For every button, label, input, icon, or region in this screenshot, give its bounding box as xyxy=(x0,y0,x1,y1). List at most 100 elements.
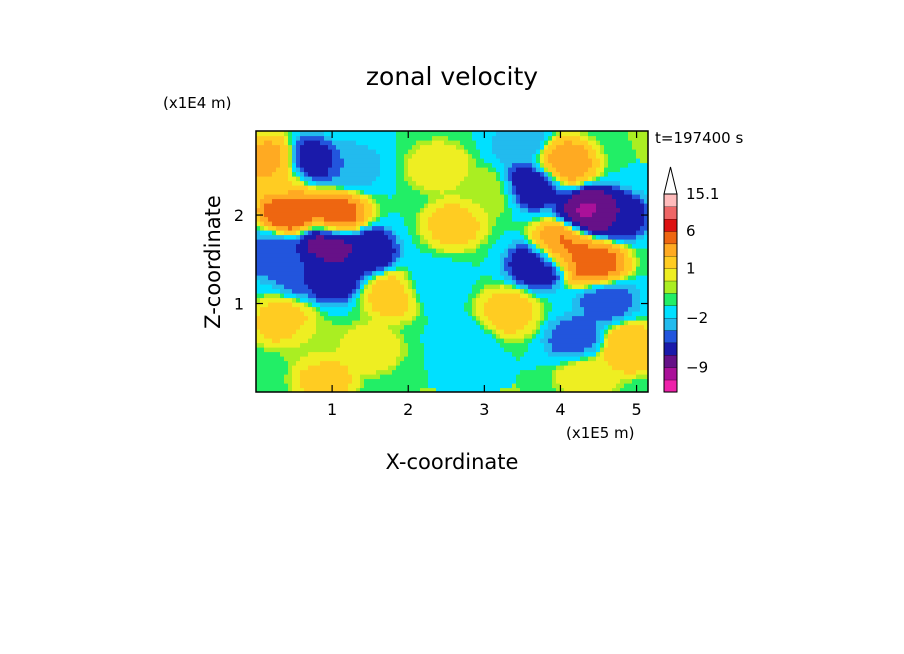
heatmap-cell xyxy=(304,140,309,146)
heatmap-cell xyxy=(352,288,357,294)
heatmap-cell xyxy=(440,131,445,137)
heatmap-cell xyxy=(504,338,509,344)
heatmap-cell xyxy=(332,333,337,339)
heatmap-cell xyxy=(496,266,501,272)
heatmap-cell xyxy=(436,207,441,213)
heatmap-cell xyxy=(456,216,461,222)
heatmap-cell xyxy=(460,234,465,240)
heatmap-cell xyxy=(544,329,549,335)
heatmap-cell xyxy=(472,261,477,267)
heatmap-cell xyxy=(556,288,561,294)
heatmap-cell xyxy=(404,333,409,339)
heatmap-cell xyxy=(320,288,325,294)
heatmap-cell xyxy=(332,275,337,281)
heatmap-cell xyxy=(296,194,301,200)
heatmap-cell xyxy=(444,194,449,200)
heatmap-cell xyxy=(276,216,281,222)
heatmap-cell xyxy=(408,180,413,186)
heatmap-cell xyxy=(448,257,453,263)
heatmap-cell xyxy=(312,347,317,353)
heatmap-cell xyxy=(588,302,593,308)
heatmap-cell xyxy=(568,284,573,290)
heatmap-cell xyxy=(444,149,449,155)
heatmap-cell xyxy=(476,189,481,195)
heatmap-cell xyxy=(504,176,509,182)
heatmap-cell xyxy=(524,180,529,186)
heatmap-cell xyxy=(260,158,265,164)
heatmap-cell xyxy=(540,194,545,200)
heatmap-cell xyxy=(476,239,481,245)
heatmap-cell xyxy=(396,243,401,249)
heatmap-cell xyxy=(312,257,317,263)
heatmap-cell xyxy=(276,234,281,240)
heatmap-cell xyxy=(264,149,269,155)
heatmap-cell xyxy=(460,302,465,308)
heatmap-cell xyxy=(448,378,453,384)
heatmap-cell xyxy=(424,252,429,258)
heatmap-cell xyxy=(564,338,569,344)
heatmap-cell xyxy=(504,140,509,146)
heatmap-cell xyxy=(532,270,537,276)
heatmap-cell xyxy=(492,351,497,357)
heatmap-cell xyxy=(404,369,409,375)
heatmap-cell xyxy=(472,266,477,272)
heatmap-cell xyxy=(492,180,497,186)
heatmap-cell xyxy=(424,284,429,290)
heatmap-cell xyxy=(460,293,465,299)
heatmap-cell xyxy=(492,302,497,308)
heatmap-cell xyxy=(324,320,329,326)
heatmap-cell xyxy=(352,189,357,195)
heatmap-cell xyxy=(488,131,493,137)
heatmap-cell xyxy=(264,365,269,371)
heatmap-cell xyxy=(364,275,369,281)
heatmap-cell xyxy=(492,369,497,375)
heatmap-cell xyxy=(320,216,325,222)
heatmap-cell xyxy=(464,257,469,263)
heatmap-cell xyxy=(284,360,289,366)
heatmap-cell xyxy=(312,365,317,371)
heatmap-cell xyxy=(524,162,529,168)
heatmap-cell xyxy=(492,257,497,263)
heatmap-cell xyxy=(516,239,521,245)
heatmap-cell xyxy=(380,194,385,200)
heatmap-cell xyxy=(508,185,513,191)
heatmap-cell xyxy=(544,297,549,303)
heatmap-cell xyxy=(572,135,577,141)
heatmap-cell xyxy=(428,167,433,173)
heatmap-cell xyxy=(484,167,489,173)
heatmap-cell xyxy=(304,212,309,218)
heatmap-cell xyxy=(536,135,541,141)
heatmap-cell xyxy=(576,230,581,236)
heatmap-cell xyxy=(424,140,429,146)
heatmap-cell xyxy=(424,261,429,267)
heatmap-cell xyxy=(500,194,505,200)
heatmap-cell xyxy=(496,315,501,321)
heatmap-cell xyxy=(496,225,501,231)
heatmap-cell xyxy=(452,131,457,137)
heatmap-cell xyxy=(468,248,473,254)
heatmap-cell xyxy=(560,162,565,168)
heatmap-cell xyxy=(312,221,317,227)
heatmap-cell xyxy=(404,167,409,173)
heatmap-cell xyxy=(472,252,477,258)
heatmap-cell xyxy=(552,185,557,191)
heatmap-cell xyxy=(416,297,421,303)
heatmap-cell xyxy=(412,315,417,321)
heatmap-cell xyxy=(288,324,293,330)
heatmap-cell xyxy=(392,324,397,330)
heatmap-cell xyxy=(552,248,557,254)
heatmap-cell xyxy=(452,356,457,362)
heatmap-cell xyxy=(400,315,405,321)
heatmap-cell xyxy=(268,153,273,159)
heatmap-cell xyxy=(328,221,333,227)
heatmap-cell xyxy=(256,311,261,317)
heatmap-cell xyxy=(472,230,477,236)
heatmap-cell xyxy=(440,293,445,299)
heatmap-cell xyxy=(464,369,469,375)
heatmap-cell xyxy=(560,311,565,317)
heatmap-cell xyxy=(292,275,297,281)
heatmap-cell xyxy=(596,369,601,375)
heatmap-cell xyxy=(388,315,393,321)
heatmap-cell xyxy=(376,198,381,204)
heatmap-cell xyxy=(596,347,601,353)
